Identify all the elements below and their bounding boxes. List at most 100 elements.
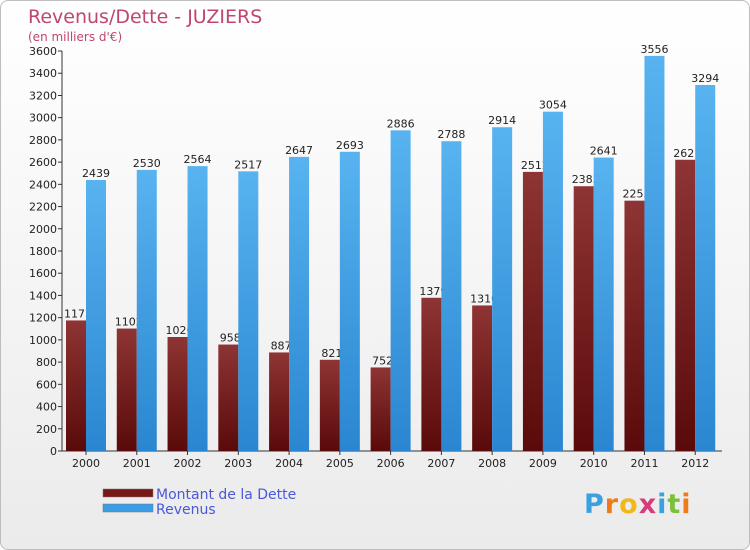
legend-swatch	[102, 503, 154, 513]
y-tick-label: 1000	[29, 334, 57, 347]
y-tick-label: 3400	[29, 67, 57, 80]
debt-bar	[269, 352, 290, 451]
debt-value-label: 2621	[673, 147, 701, 160]
y-tick-label: 200	[36, 423, 57, 436]
y-tick-label: 2600	[29, 156, 57, 169]
x-tick-label: 2009	[529, 457, 557, 470]
revenue-bar	[644, 55, 665, 452]
debt-value-label: 821	[321, 347, 342, 360]
y-tick-label: 600	[36, 378, 57, 391]
debt-value-label: 1175	[64, 307, 92, 320]
y-tick-label: 3600	[29, 45, 57, 58]
revenue-bar	[86, 180, 106, 451]
revenue-value-label: 2439	[82, 167, 110, 180]
revenue-bar	[339, 151, 360, 451]
debt-bar	[573, 186, 594, 451]
x-tick-label: 2001	[123, 457, 151, 470]
legend-label: Montant de la Dette	[156, 487, 296, 503]
logo-letter: o	[619, 489, 639, 520]
revenue-value-label: 2564	[184, 153, 212, 166]
y-tick-label: 1200	[29, 312, 57, 325]
y-tick-label: 3200	[29, 89, 57, 102]
logo-letter: P	[584, 489, 605, 520]
debt-bar	[675, 159, 696, 451]
y-tick-label: 3000	[29, 112, 57, 125]
revenue-bar	[542, 111, 563, 452]
y-tick-label: 800	[36, 356, 57, 369]
legend-label: Revenus	[156, 502, 216, 518]
debt-value-label: 1310	[470, 292, 498, 305]
x-tick-label: 2007	[427, 457, 455, 470]
revenue-bar	[390, 130, 411, 452]
x-tick-label: 2003	[224, 457, 252, 470]
debt-bar	[319, 359, 340, 451]
debt-bar	[421, 297, 442, 451]
y-tick-label: 0	[50, 445, 57, 458]
chart-title: Revenus/Dette - JUZIERS	[28, 6, 263, 28]
y-tick-label: 2400	[29, 178, 57, 191]
revenue-value-label: 2517	[234, 158, 262, 171]
logo-letter: i	[657, 489, 668, 520]
revenue-bar	[593, 157, 614, 452]
revenue-bar	[492, 127, 513, 451]
revenue-value-label: 2693	[336, 139, 364, 152]
revenue-value-label: 2530	[133, 157, 161, 170]
debt-value-label: 887	[271, 339, 292, 352]
revenue-value-label: 2788	[437, 128, 465, 141]
logo-letter: r	[604, 489, 620, 520]
debt-bar	[522, 171, 543, 451]
debt-value-label: 2253	[622, 188, 650, 201]
y-tick-label: 1600	[29, 267, 57, 280]
y-tick-label: 400	[36, 401, 57, 414]
y-tick-label: 2800	[29, 134, 57, 147]
debt-value-label: 958	[220, 332, 241, 345]
revenue-bar	[695, 85, 716, 451]
debt-value-label: 2383	[572, 173, 600, 186]
debt-bar	[472, 305, 493, 451]
debt-bar	[167, 337, 188, 451]
debt-bar	[66, 320, 86, 451]
debt-bar	[116, 328, 137, 451]
x-tick-label: 2005	[326, 457, 354, 470]
revenue-value-label: 2647	[285, 144, 313, 157]
proxiti-logo: Proxiti	[584, 489, 692, 520]
y-tick-label: 2000	[29, 223, 57, 236]
revenue-bar	[441, 141, 462, 451]
revenue-bar	[136, 169, 157, 451]
debt-value-label: 2512	[521, 159, 549, 172]
revenue-value-label: 2886	[387, 117, 415, 130]
debt-bar	[370, 367, 391, 451]
y-tick-label: 2200	[29, 201, 57, 214]
logo-letter: t	[667, 489, 682, 520]
debt-value-label: 1102	[115, 316, 143, 329]
legend-swatch	[102, 488, 154, 498]
x-tick-label: 2000	[72, 457, 100, 470]
x-tick-label: 2008	[478, 457, 506, 470]
revenue-value-label: 2914	[488, 114, 516, 127]
logo-letter: i	[681, 489, 692, 520]
x-tick-label: 2010	[580, 457, 608, 470]
x-tick-label: 2004	[275, 457, 303, 470]
chart-subtitle: (en milliers d'€)	[28, 30, 123, 44]
revenue-bar	[238, 171, 259, 452]
debt-bar	[624, 200, 645, 451]
revenue-value-label: 3054	[539, 99, 567, 112]
debt-bar	[218, 344, 239, 451]
x-tick-label: 2012	[681, 457, 709, 470]
debt-value-label: 1379	[419, 285, 447, 298]
revenue-bar	[289, 156, 310, 451]
x-tick-label: 2006	[377, 457, 405, 470]
y-tick-label: 1800	[29, 245, 57, 258]
debt-value-label: 752	[372, 354, 393, 367]
revenue-bar	[187, 166, 208, 451]
revenue-value-label: 3556	[640, 43, 668, 56]
debt-value-label: 1026	[166, 324, 194, 337]
revenue-value-label: 2641	[590, 145, 618, 158]
logo-letter: x	[638, 489, 658, 520]
revenue-value-label: 3294	[691, 72, 719, 85]
x-tick-label: 2002	[174, 457, 202, 470]
x-tick-label: 2011	[630, 457, 658, 470]
y-tick-label: 1400	[29, 289, 57, 302]
